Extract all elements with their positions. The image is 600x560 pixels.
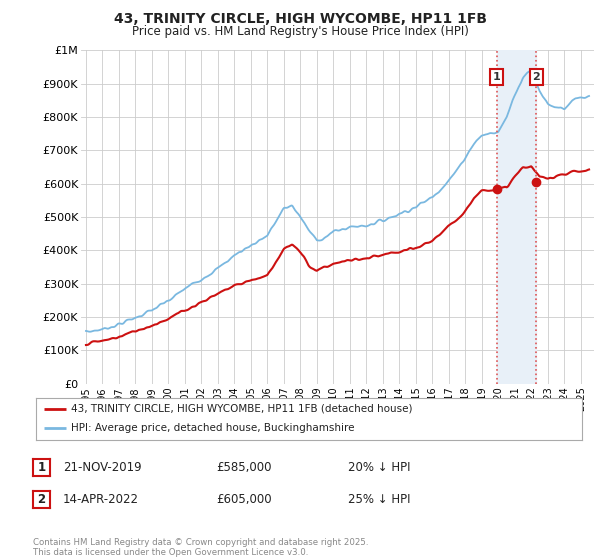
Text: £585,000: £585,000 <box>216 461 271 474</box>
Text: 1: 1 <box>493 72 500 82</box>
Text: 1: 1 <box>37 461 46 474</box>
Text: 21-NOV-2019: 21-NOV-2019 <box>63 461 142 474</box>
Text: 14-APR-2022: 14-APR-2022 <box>63 493 139 506</box>
Text: HPI: Average price, detached house, Buckinghamshire: HPI: Average price, detached house, Buck… <box>71 423 355 433</box>
Text: Price paid vs. HM Land Registry's House Price Index (HPI): Price paid vs. HM Land Registry's House … <box>131 25 469 38</box>
Text: 43, TRINITY CIRCLE, HIGH WYCOMBE, HP11 1FB: 43, TRINITY CIRCLE, HIGH WYCOMBE, HP11 1… <box>113 12 487 26</box>
Text: 2: 2 <box>37 493 46 506</box>
Text: 43, TRINITY CIRCLE, HIGH WYCOMBE, HP11 1FB (detached house): 43, TRINITY CIRCLE, HIGH WYCOMBE, HP11 1… <box>71 404 413 414</box>
Text: 25% ↓ HPI: 25% ↓ HPI <box>348 493 410 506</box>
Text: 2: 2 <box>532 72 540 82</box>
Text: 20% ↓ HPI: 20% ↓ HPI <box>348 461 410 474</box>
Bar <box>497 50 536 384</box>
Text: Contains HM Land Registry data © Crown copyright and database right 2025.
This d: Contains HM Land Registry data © Crown c… <box>33 538 368 557</box>
Text: £605,000: £605,000 <box>216 493 272 506</box>
